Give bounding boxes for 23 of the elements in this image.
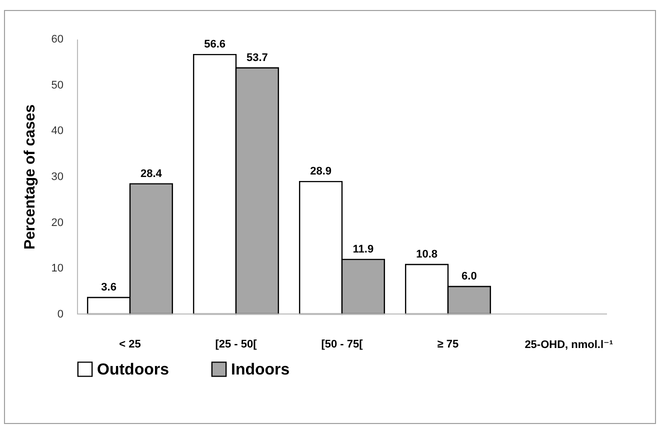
data-label: 28.4 [140, 168, 163, 180]
data-label: 53.7 [246, 52, 268, 64]
y-tick-label: 60 [51, 34, 64, 46]
y-tick-label: 50 [51, 79, 64, 92]
x-tick-label: ≥ 75 [437, 338, 459, 350]
y-tick-label: 40 [51, 125, 64, 138]
x-axis-title: 25-OHD, nmol.l⁻¹ [524, 339, 614, 351]
x-tick-label: < 25 [119, 338, 141, 350]
data-label: 28.9 [310, 166, 332, 178]
x-tick-label: [50 - 75[ [321, 338, 364, 350]
legend-label: Indoors [231, 361, 290, 378]
data-label: 11.9 [352, 243, 374, 256]
y-axis-title: Percentage of cases [21, 104, 38, 250]
data-label: 3.6 [101, 282, 116, 294]
y-tick-label: 0 [57, 308, 64, 320]
data-label: 6.0 [462, 270, 477, 282]
data-label: 10.8 [416, 248, 438, 260]
data-label: 56.6 [204, 38, 226, 51]
x-tick-label: [25 - 50[ [215, 338, 258, 350]
y-tick-label: 10 [51, 262, 64, 275]
y-tick-label: 30 [51, 171, 64, 183]
legend-label: Outdoors [97, 361, 170, 378]
y-tick-label: 20 [51, 216, 64, 229]
